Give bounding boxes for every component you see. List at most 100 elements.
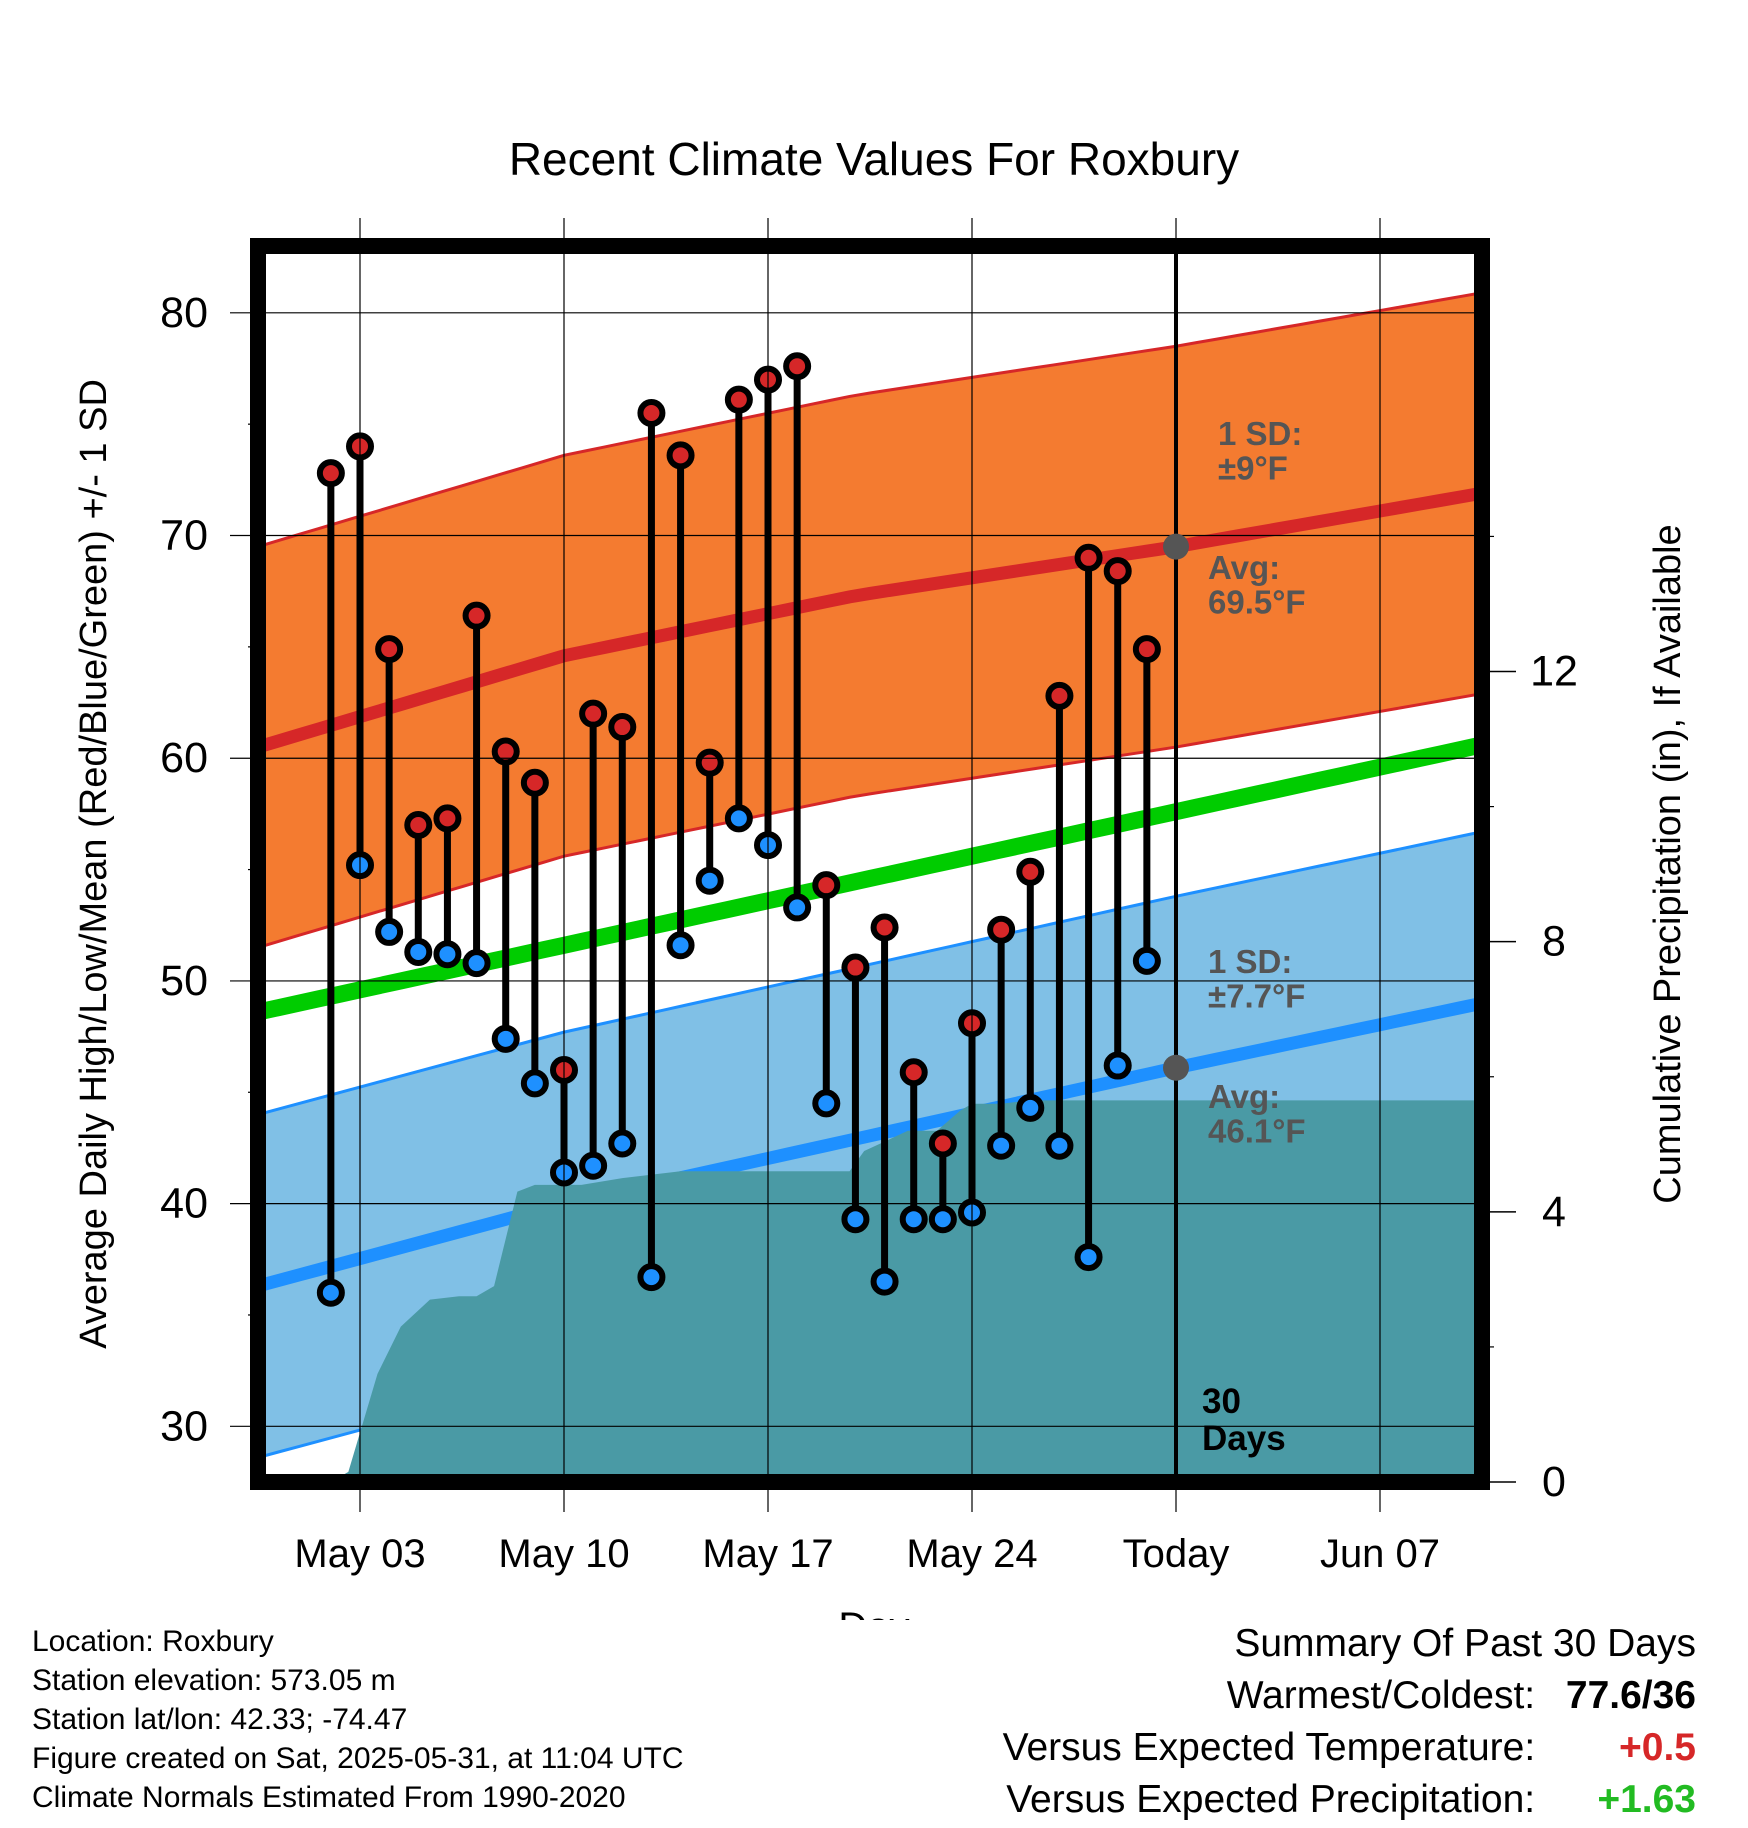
x-tick-label-3: May 24 xyxy=(906,1532,1037,1576)
x-tick-label-1: May 10 xyxy=(498,1532,629,1576)
high-point xyxy=(870,913,899,942)
chart-title: Recent Climate Values For Roxbury xyxy=(509,133,1239,185)
high-point xyxy=(666,441,695,470)
low-point xyxy=(724,804,753,833)
temp-label: Versus Expected Temperature: xyxy=(1002,1726,1536,1769)
high-point xyxy=(1132,635,1161,664)
low-point xyxy=(579,1151,608,1180)
low-point xyxy=(899,1205,928,1234)
low-point xyxy=(812,1089,841,1118)
low-point xyxy=(841,1205,870,1234)
precip-value: +1.63 xyxy=(1597,1778,1696,1821)
high-point xyxy=(608,713,637,742)
high-sd-band-lower-edge xyxy=(258,692,1482,949)
high-point xyxy=(1103,557,1132,586)
high-point xyxy=(1074,543,1103,572)
elevation-text: Station elevation: 573.05 m xyxy=(32,1664,396,1697)
high-point xyxy=(987,915,1016,944)
summary-panel: Summary Of Past 30 Days Warmest/Coldest:… xyxy=(1003,1618,1696,1826)
low-point xyxy=(433,940,462,969)
high-sd-band-upper-edge xyxy=(258,291,1482,549)
warmest-value: 77.6/36 xyxy=(1565,1674,1696,1717)
low-point xyxy=(404,937,433,966)
y2-axis-label: Cumulative Precipitation (in), If Availa… xyxy=(1647,524,1689,1203)
mean-normal-line xyxy=(258,736,1482,1021)
high-point xyxy=(1016,857,1045,886)
warmest-label: Warmest/Coldest: xyxy=(1226,1674,1536,1717)
x-tick-label-5: Jun 07 xyxy=(1320,1532,1440,1576)
high-point xyxy=(491,737,520,766)
high-point xyxy=(899,1058,928,1087)
low-point xyxy=(928,1205,957,1234)
high-point xyxy=(404,811,433,840)
high-point xyxy=(637,399,666,428)
y2-tick-label-1: 4 xyxy=(1542,1188,1566,1236)
low-point xyxy=(783,893,812,922)
high-point xyxy=(433,804,462,833)
high-point xyxy=(928,1129,957,1158)
low-point xyxy=(608,1129,637,1158)
normals-text: Climate Normals Estimated From 1990-2020 xyxy=(32,1781,626,1814)
high-avg-label: Avg: 69.5°F xyxy=(1208,549,1306,621)
high-point xyxy=(579,699,608,728)
summary-title: Summary Of Past 30 Days xyxy=(1234,1622,1696,1665)
low-avg-label: Avg: 46.1°F xyxy=(1208,1078,1306,1150)
latlon-text: Station lat/lon: 42.33; -74.47 xyxy=(32,1703,408,1736)
y-tick-label-2: 50 xyxy=(160,957,208,1005)
x-tick-label-0: May 03 xyxy=(294,1532,425,1576)
low-point xyxy=(375,917,404,946)
high-normal-line xyxy=(258,486,1482,754)
y2-tick-label-3: 12 xyxy=(1530,648,1578,696)
high-point xyxy=(783,352,812,381)
y2-tick-label-0: 0 xyxy=(1542,1458,1566,1506)
high-point xyxy=(695,748,724,777)
plot-frame xyxy=(250,238,1490,1490)
y-tick-label-1: 40 xyxy=(160,1180,208,1228)
today-days-label: 30 Days xyxy=(1202,1382,1286,1458)
high-point xyxy=(841,953,870,982)
precip-label: Versus Expected Precipitation: xyxy=(1006,1778,1536,1821)
low-point xyxy=(637,1263,666,1292)
low-point xyxy=(987,1131,1016,1160)
high-point xyxy=(316,459,345,488)
high-point xyxy=(724,385,753,414)
high-point xyxy=(520,768,549,797)
y-tick-label-3: 60 xyxy=(160,734,208,782)
x-tick-label-2: May 17 xyxy=(702,1532,833,1576)
low-point xyxy=(520,1069,549,1098)
low-point xyxy=(695,866,724,895)
low-point xyxy=(462,949,491,978)
low-point xyxy=(666,931,695,960)
low-point xyxy=(1045,1131,1074,1160)
location-text: Location: Roxbury xyxy=(32,1625,274,1658)
low-point xyxy=(1074,1243,1103,1272)
high-point xyxy=(1045,681,1074,710)
y-tick-label-0: 30 xyxy=(160,1402,208,1450)
x-axis-label: Day xyxy=(838,1605,909,1620)
precip-row: Versus Expected Precipitation: +1.63 xyxy=(1003,1774,1696,1826)
low-point xyxy=(870,1267,899,1296)
low-point xyxy=(491,1024,520,1053)
low-point xyxy=(316,1278,345,1307)
temp-row: Versus Expected Temperature: +0.5 xyxy=(1003,1722,1696,1774)
low-point xyxy=(1103,1051,1132,1080)
plot-area xyxy=(258,291,1482,1482)
low-normal-line xyxy=(258,996,1482,1293)
low-point xyxy=(1016,1093,1045,1122)
avg-low-marker xyxy=(1163,1054,1189,1081)
y-axis-label: Average Daily High/Low/Mean (Red/Blue/Gr… xyxy=(73,379,115,1349)
warmest-row: Warmest/Coldest: 77.6/36 xyxy=(1003,1670,1696,1722)
y-tick-label-4: 70 xyxy=(160,512,208,560)
created-text: Figure created on Sat, 2025-05-31, at 11… xyxy=(32,1742,684,1775)
station-info: Location: Roxbury Station elevation: 573… xyxy=(32,1622,684,1817)
low-sd-band-upper-edge xyxy=(258,830,1482,1116)
high-sd-label: 1 SD: ±9°F xyxy=(1218,415,1302,487)
temp-value: +0.5 xyxy=(1619,1726,1696,1769)
low-sd-label: 1 SD: ±7.7°F xyxy=(1208,943,1305,1015)
y-tick-label-5: 80 xyxy=(160,289,208,337)
climate-chart: 1 SD: ±9°F Avg: 69.5°F 1 SD: ±7.7°F Avg: 46.1°F… xyxy=(73,133,1689,1620)
avg-high-marker xyxy=(1163,533,1189,560)
y2-tick-label-2: 8 xyxy=(1542,918,1566,966)
high-point xyxy=(812,871,841,900)
high-point xyxy=(462,601,491,630)
